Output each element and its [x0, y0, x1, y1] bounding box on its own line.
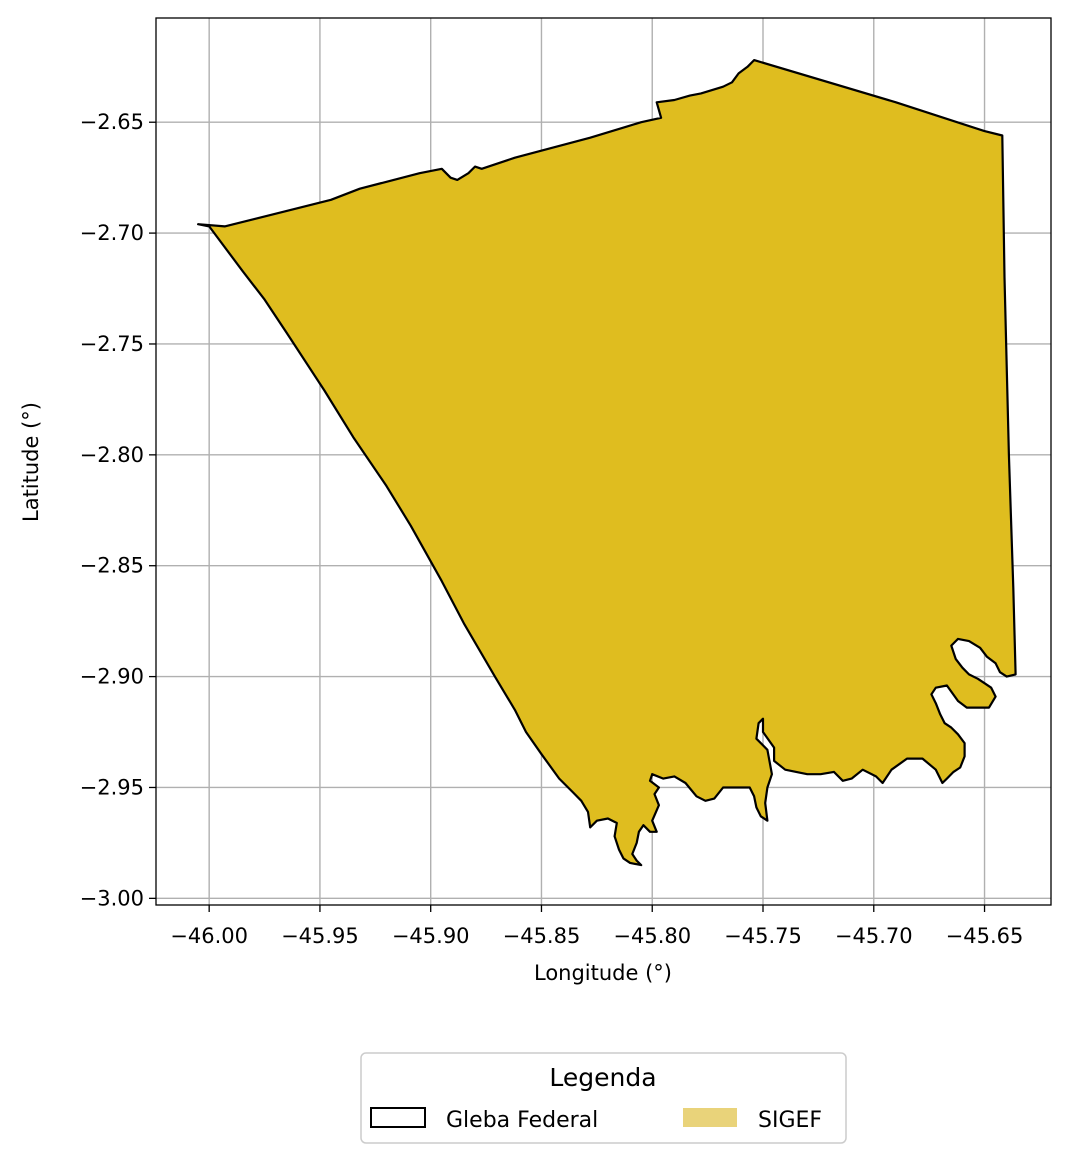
y-tick-label: −2.65	[80, 110, 144, 134]
x-tick-label: −45.90	[392, 924, 470, 948]
x-axis-label: Longitude (°)	[534, 961, 672, 985]
x-tick-label: −45.95	[281, 924, 359, 948]
legend-label-sigef: SIGEF	[758, 1108, 822, 1133]
map-polygon-sigef	[197, 59, 1017, 867]
y-tick-label: −3.00	[80, 886, 144, 910]
y-tick-label: −2.75	[80, 332, 144, 356]
x-tick-label: −46.00	[170, 924, 248, 948]
plot-frame	[155, 17, 1052, 906]
x-tick-label: −45.70	[835, 924, 913, 948]
legend-label-gleba-federal: Gleba Federal	[446, 1108, 598, 1133]
x-axis-ticks: −46.00 −45.95 −45.90 −45.85 −45.80 −45.75 −45.…	[170, 905, 1023, 948]
legend: Legenda Gleba Federal SIGEF	[360, 1052, 847, 1144]
y-tick-label: −2.80	[80, 443, 144, 467]
y-tick-label: −2.90	[80, 665, 144, 689]
x-tick-label: −45.65	[946, 924, 1024, 948]
legend-swatch-sigef	[683, 1108, 737, 1127]
y-axis-label: Latitude (°)	[19, 402, 43, 522]
legend-swatch-gleba-federal	[370, 1107, 426, 1128]
x-tick-label: −45.85	[503, 924, 581, 948]
x-tick-label: −45.75	[724, 924, 802, 948]
y-tick-label: −2.85	[80, 554, 144, 578]
legend-title: Legenda	[549, 1063, 656, 1092]
y-tick-label: −2.95	[80, 775, 144, 799]
y-axis-ticks: −2.65 −2.70 −2.75 −2.80 −2.85 −2.90 −2.95 −3.00	[80, 110, 156, 910]
x-tick-label: −45.80	[613, 924, 691, 948]
polygon-layer	[197, 59, 1017, 867]
y-tick-label: −2.70	[80, 221, 144, 245]
